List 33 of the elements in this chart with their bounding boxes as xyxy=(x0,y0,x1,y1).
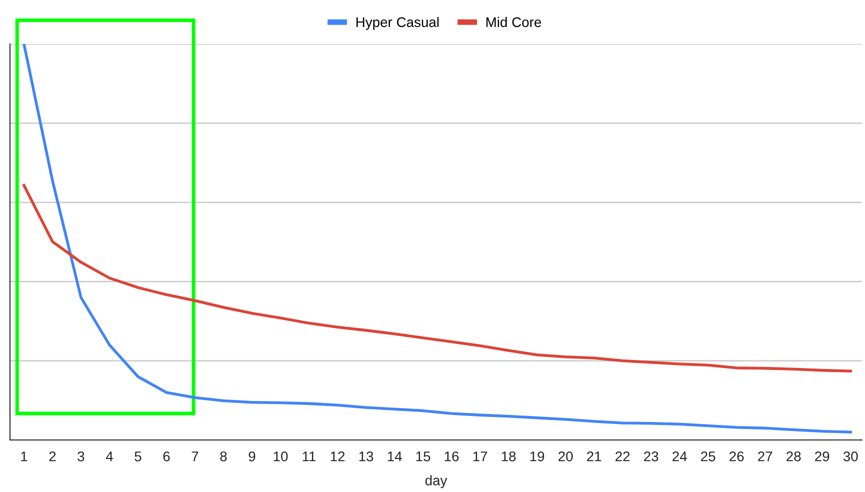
x-tick-label: 24 xyxy=(672,451,687,462)
legend-label: Hyper Casual xyxy=(356,16,439,30)
x-tick-label: 4 xyxy=(106,452,113,462)
x-tick-label: 18 xyxy=(502,451,516,462)
x-tick-label: 14 xyxy=(388,452,402,462)
x-tick-label: 10 xyxy=(274,451,288,462)
x-tick-label: 9 xyxy=(248,451,256,462)
x-tick-label: 23 xyxy=(644,451,658,462)
x-tick-label: 17 xyxy=(473,452,488,462)
x-tick-label: 3 xyxy=(78,451,84,462)
x-tick-label: 19 xyxy=(530,451,544,462)
x-tick-label: 26 xyxy=(730,451,744,462)
x-tick-label: 28 xyxy=(786,451,801,462)
x-tick-label: 30 xyxy=(843,451,858,462)
legend-label: Mid Core xyxy=(486,16,542,28)
x-tick-label: 16 xyxy=(444,451,459,462)
x-tick-label: 29 xyxy=(815,451,830,462)
x-tick-label: 20 xyxy=(558,451,573,462)
x-tick-label: 2 xyxy=(49,451,56,462)
x-tick-label: 11 xyxy=(302,452,316,462)
x-tick-label: 7 xyxy=(192,452,198,462)
x-tick-label: 25 xyxy=(701,451,716,462)
x-tick-label: 1 xyxy=(21,452,28,462)
x-tick-label: 21 xyxy=(587,451,602,462)
x-axis-title: day xyxy=(425,475,448,488)
x-tick-label: 15 xyxy=(416,452,430,462)
x-tick-label: 8 xyxy=(220,451,227,462)
x-tick-label: 12 xyxy=(330,451,345,462)
x-tick-label: 13 xyxy=(359,451,374,462)
x-tick-label: 22 xyxy=(616,451,630,462)
x-tick-label: 6 xyxy=(163,451,170,462)
x-tick-label: 5 xyxy=(134,452,142,462)
x-tick-label: 27 xyxy=(758,451,772,462)
